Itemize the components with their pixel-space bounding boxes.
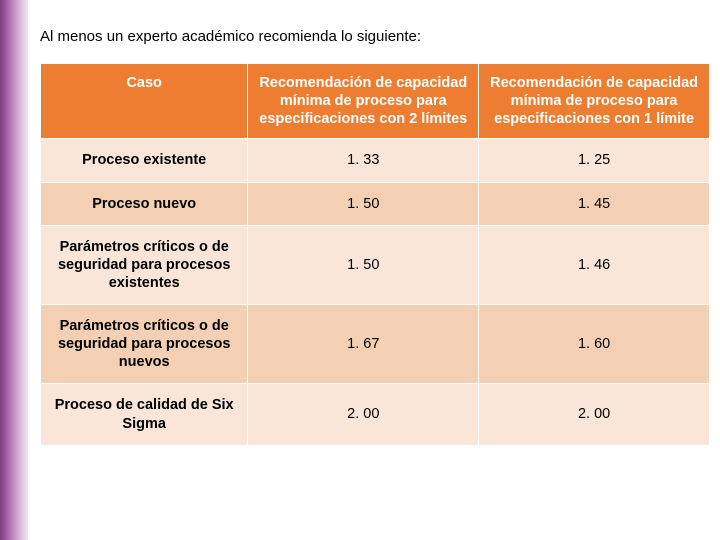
col-header-2limites: Recomendación de capacidad mínima de pro…: [248, 64, 479, 139]
cell-value: 1. 50: [248, 182, 479, 225]
table-row: Parámetros críticos o de seguridad para …: [41, 305, 710, 384]
decorative-sidebar: [0, 0, 28, 540]
cell-case: Proceso existente: [41, 139, 248, 182]
table-row: Parámetros críticos o de seguridad para …: [41, 225, 710, 304]
cell-case: Proceso nuevo: [41, 182, 248, 225]
col-header-1limite: Recomendación de capacidad mínima de pro…: [479, 64, 710, 139]
cell-value: 1. 45: [479, 182, 710, 225]
cell-value: 1. 60: [479, 305, 710, 384]
col-header-caso: Caso: [41, 64, 248, 139]
table-row: Proceso existente 1. 33 1. 25: [41, 139, 710, 182]
recommendation-table: Caso Recomendación de capacidad mínima d…: [40, 63, 710, 446]
cell-value: 2. 00: [248, 384, 479, 445]
table-row: Proceso de calidad de Six Sigma 2. 00 2.…: [41, 384, 710, 445]
table-header-row: Caso Recomendación de capacidad mínima d…: [41, 64, 710, 139]
cell-value: 1. 25: [479, 139, 710, 182]
cell-case: Parámetros críticos o de seguridad para …: [41, 225, 248, 304]
table-row: Proceso nuevo 1. 50 1. 45: [41, 182, 710, 225]
cell-value: 1. 67: [248, 305, 479, 384]
slide-content: Al menos un experto académico recomienda…: [40, 0, 710, 446]
cell-value: 1. 33: [248, 139, 479, 182]
cell-case: Proceso de calidad de Six Sigma: [41, 384, 248, 445]
intro-text: Al menos un experto académico recomienda…: [40, 28, 710, 45]
cell-value: 2. 00: [479, 384, 710, 445]
cell-value: 1. 46: [479, 225, 710, 304]
cell-value: 1. 50: [248, 225, 479, 304]
cell-case: Parámetros críticos o de seguridad para …: [41, 305, 248, 384]
